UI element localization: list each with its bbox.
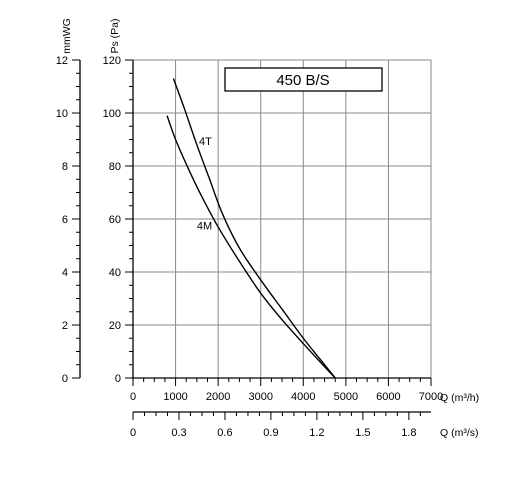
x-tick-label: 2000 bbox=[206, 391, 230, 403]
y-axis-secondary-title: mmWG bbox=[61, 18, 73, 54]
y-tick-label: 0 bbox=[115, 373, 121, 385]
y2-tick-label: 8 bbox=[62, 161, 68, 173]
series-curves: 4T 4M bbox=[166, 78, 336, 379]
series-curve-4t bbox=[172, 78, 336, 379]
y-tick-label: 20 bbox=[109, 320, 121, 332]
y2-tick-label: 10 bbox=[56, 108, 68, 120]
ticks bbox=[72, 59, 432, 420]
y2-tick-label: 6 bbox=[62, 214, 68, 226]
x-tick-label: 0 bbox=[130, 391, 136, 403]
x-tick-label: 7000 bbox=[419, 391, 443, 403]
x-tick-label: 4000 bbox=[291, 391, 315, 403]
series-label-4m: 4M bbox=[197, 221, 212, 233]
y2-tick-label: 4 bbox=[62, 267, 68, 279]
x2-tick-label: 0.3 bbox=[171, 427, 186, 439]
x-tick-label: 3000 bbox=[248, 391, 272, 403]
x-axis-secondary-title: Q (m³/s) bbox=[440, 427, 479, 439]
y2-tick-label: 0 bbox=[62, 373, 68, 385]
x-tick-label: 5000 bbox=[334, 391, 358, 403]
x2-tick-label: 1.8 bbox=[401, 427, 416, 439]
series-label-4t: 4T bbox=[199, 136, 212, 148]
grid bbox=[133, 59, 432, 378]
chart-title: 450 B/S bbox=[276, 72, 329, 89]
series-curve-4m bbox=[166, 115, 336, 379]
y-tick-label: 120 bbox=[103, 55, 121, 67]
y-tick-label: 40 bbox=[109, 267, 121, 279]
x-tick-label: 6000 bbox=[376, 391, 400, 403]
y-axis-title: Ps (Pa) bbox=[109, 18, 121, 53]
y2-tick-label: 12 bbox=[56, 55, 68, 67]
y-tick-label: 100 bbox=[103, 108, 121, 120]
x2-tick-label: 1.5 bbox=[355, 427, 370, 439]
chart-title-box bbox=[224, 67, 383, 92]
x2-tick-label: 0.6 bbox=[217, 427, 232, 439]
y-tick-label: 80 bbox=[109, 161, 121, 173]
x2-tick-label: 0 bbox=[130, 427, 136, 439]
y2-tick-label: 2 bbox=[62, 320, 68, 332]
x2-tick-label: 0.9 bbox=[263, 427, 278, 439]
x2-tick-label: 1.2 bbox=[309, 427, 324, 439]
x-axis-title: Q (m³/h) bbox=[440, 392, 479, 404]
y-tick-label: 60 bbox=[109, 214, 121, 226]
x-tick-label: 1000 bbox=[163, 391, 187, 403]
